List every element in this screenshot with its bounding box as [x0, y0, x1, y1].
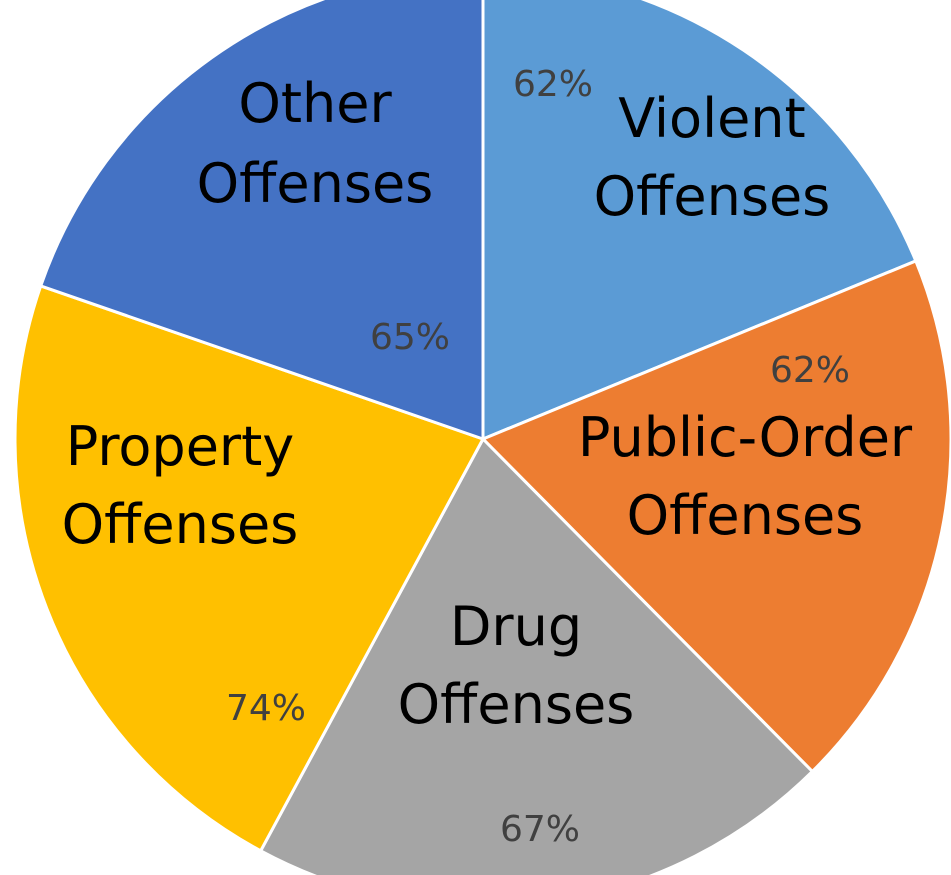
pie-slice-violent — [481, 0, 918, 442]
slice-value-public-order: 62% — [770, 350, 850, 391]
slice-label-line: Offenses — [398, 673, 635, 736]
slice-value-drug: 67% — [500, 809, 580, 850]
pie-slice-other — [38, 0, 485, 442]
slice-label-property: Property Offenses — [62, 415, 299, 556]
slice-label-line: Property — [66, 415, 295, 478]
pie-slice-public-order — [480, 258, 951, 774]
slice-label-line: Offenses — [594, 165, 831, 228]
slice-label-other: Other Offenses — [197, 72, 434, 215]
slice-label-line: Offenses — [197, 152, 434, 215]
slice-label-drug: Drug Offenses — [398, 595, 635, 736]
slice-value-property: 74% — [226, 688, 306, 729]
pie-slice-drug — [258, 436, 815, 875]
slice-label-line: Other — [238, 72, 392, 135]
slice-label-public-order: Public-Order Offenses — [578, 406, 913, 547]
slice-label-line: Offenses — [62, 493, 299, 556]
pie-labels: Violent Offenses 62% Public-Order Offenses 62… — [62, 64, 913, 850]
pie-slices — [13, 0, 951, 875]
slice-label-violent: Violent Offenses — [594, 87, 831, 228]
slice-label-line: Drug — [450, 595, 582, 658]
pie-slice-property — [13, 284, 486, 853]
slice-value-other: 65% — [370, 317, 450, 358]
slice-value-violent: 62% — [513, 64, 593, 105]
slice-label-line: Offenses — [627, 484, 864, 547]
slice-label-line: Public-Order — [578, 406, 913, 469]
slice-label-line: Violent — [618, 87, 805, 150]
